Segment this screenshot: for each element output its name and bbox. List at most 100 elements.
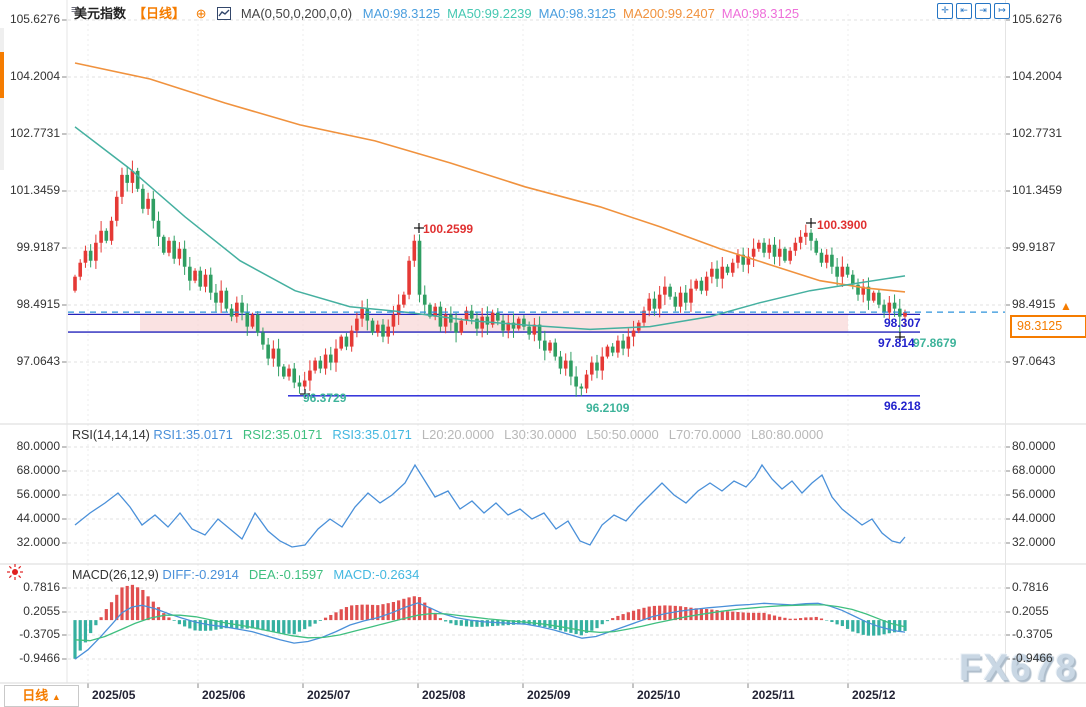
- macd-bar: [136, 587, 140, 621]
- candle: [224, 290, 229, 309]
- timeframe-button[interactable]: 日线 ▲: [4, 685, 79, 707]
- macd-bar: [485, 620, 489, 627]
- macd-bar: [851, 620, 855, 632]
- candle: [819, 252, 824, 263]
- candle: [683, 292, 688, 303]
- candle: [537, 324, 542, 341]
- macd-bar: [616, 615, 620, 621]
- candle: [809, 232, 813, 241]
- macd-axis-label: 0.7816: [23, 580, 60, 594]
- macd-bar: [872, 620, 876, 636]
- candle: [584, 374, 589, 389]
- macd-bar: [715, 610, 719, 621]
- macd-bar: [835, 620, 839, 625]
- candle: [464, 310, 469, 321]
- menu-icon[interactable]: ≡: [71, 4, 78, 16]
- candle: [167, 240, 171, 253]
- candle: [798, 236, 803, 243]
- crosshair-icon[interactable]: ✛: [937, 3, 953, 19]
- candle: [725, 266, 730, 273]
- time-axis-label: 2025/07: [307, 688, 351, 702]
- pan-right-icon[interactable]: ↦: [994, 3, 1010, 19]
- link-icon[interactable]: ⊕: [195, 6, 207, 21]
- macd-bar: [830, 620, 834, 623]
- macd-bar: [402, 598, 406, 621]
- macd-bar: [292, 620, 296, 635]
- macd-bar: [647, 606, 651, 621]
- macd-bar: [543, 620, 547, 628]
- candle: [751, 248, 756, 257]
- macd-bar: [673, 605, 677, 621]
- price-axis-label: 101.3459: [9, 183, 60, 197]
- price-axis-label: 101.3459: [1012, 183, 1063, 197]
- candle: [375, 324, 380, 333]
- macd-bar: [809, 617, 813, 621]
- candle: [370, 320, 375, 333]
- candle: [261, 332, 265, 345]
- macd-bar: [433, 613, 437, 621]
- symbol-title: 美元指数: [74, 6, 127, 21]
- ma200-line: [74, 62, 906, 293]
- rsi-name: RSI(14,14,14): [72, 428, 150, 442]
- ma-legend-item: MA0:98.3125: [721, 6, 800, 21]
- candle: [245, 312, 250, 327]
- expand-bars-icon[interactable]: ⇥: [975, 3, 991, 19]
- ma-legend-item: MA50:99.2239: [447, 6, 532, 21]
- candle: [156, 220, 161, 237]
- macd-bar: [219, 620, 223, 629]
- candlestick-chart-icon[interactable]: [217, 6, 235, 21]
- candle: [757, 242, 761, 249]
- candle: [579, 386, 584, 389]
- candle: [516, 318, 521, 329]
- candle: [88, 250, 93, 261]
- candle: [678, 292, 683, 307]
- candle: [830, 254, 834, 267]
- macd-bar: [167, 617, 171, 621]
- candle: [866, 286, 871, 301]
- macd-bar: [94, 620, 98, 626]
- candle: [657, 294, 662, 309]
- candle: [527, 326, 531, 335]
- macd-bar: [579, 620, 583, 636]
- left-scrollbar-thumb[interactable]: [0, 52, 4, 98]
- candle: [99, 230, 103, 243]
- rsi-legend-item: L70:70.0000: [668, 427, 742, 442]
- macd-bar: [282, 620, 286, 634]
- last-price-tag: 98.3125: [1010, 315, 1086, 338]
- candle: [73, 276, 77, 291]
- price-annotation: 96.218: [884, 399, 921, 413]
- macd-bar: [564, 620, 568, 632]
- macd-bar: [558, 620, 563, 631]
- candle: [282, 366, 286, 377]
- rsi-axis-label: 68.0000: [16, 463, 60, 477]
- rsi-legend-item: L80:80.0000: [751, 427, 824, 442]
- compress-bars-icon[interactable]: ⇤: [956, 3, 972, 19]
- timeframe-tag[interactable]: 【日线】: [133, 6, 186, 21]
- candle: [480, 316, 484, 329]
- macd-bar: [605, 620, 610, 622]
- candle: [595, 362, 599, 371]
- candle: [428, 304, 432, 317]
- candle: [83, 250, 88, 263]
- macd-bar: [224, 620, 228, 629]
- candle: [877, 292, 881, 305]
- macd-bar: [183, 620, 187, 627]
- candle: [621, 340, 625, 349]
- macd-bar: [600, 620, 604, 625]
- macd-bar: [391, 602, 396, 621]
- macd-bar: [250, 620, 255, 629]
- macd-bar: [323, 617, 328, 621]
- macd-bar: [511, 620, 516, 625]
- live-indicator-icon[interactable]: [6, 563, 24, 586]
- macd-bar: [245, 620, 249, 629]
- candle: [652, 298, 657, 309]
- rsi-axis-label: 44.0000: [1012, 511, 1056, 525]
- macd-bar: [83, 620, 88, 643]
- candle: [198, 270, 203, 287]
- candle: [558, 356, 563, 369]
- macd-bar: [626, 612, 630, 621]
- candle: [297, 382, 302, 387]
- candle: [381, 324, 385, 337]
- candle: [172, 240, 176, 259]
